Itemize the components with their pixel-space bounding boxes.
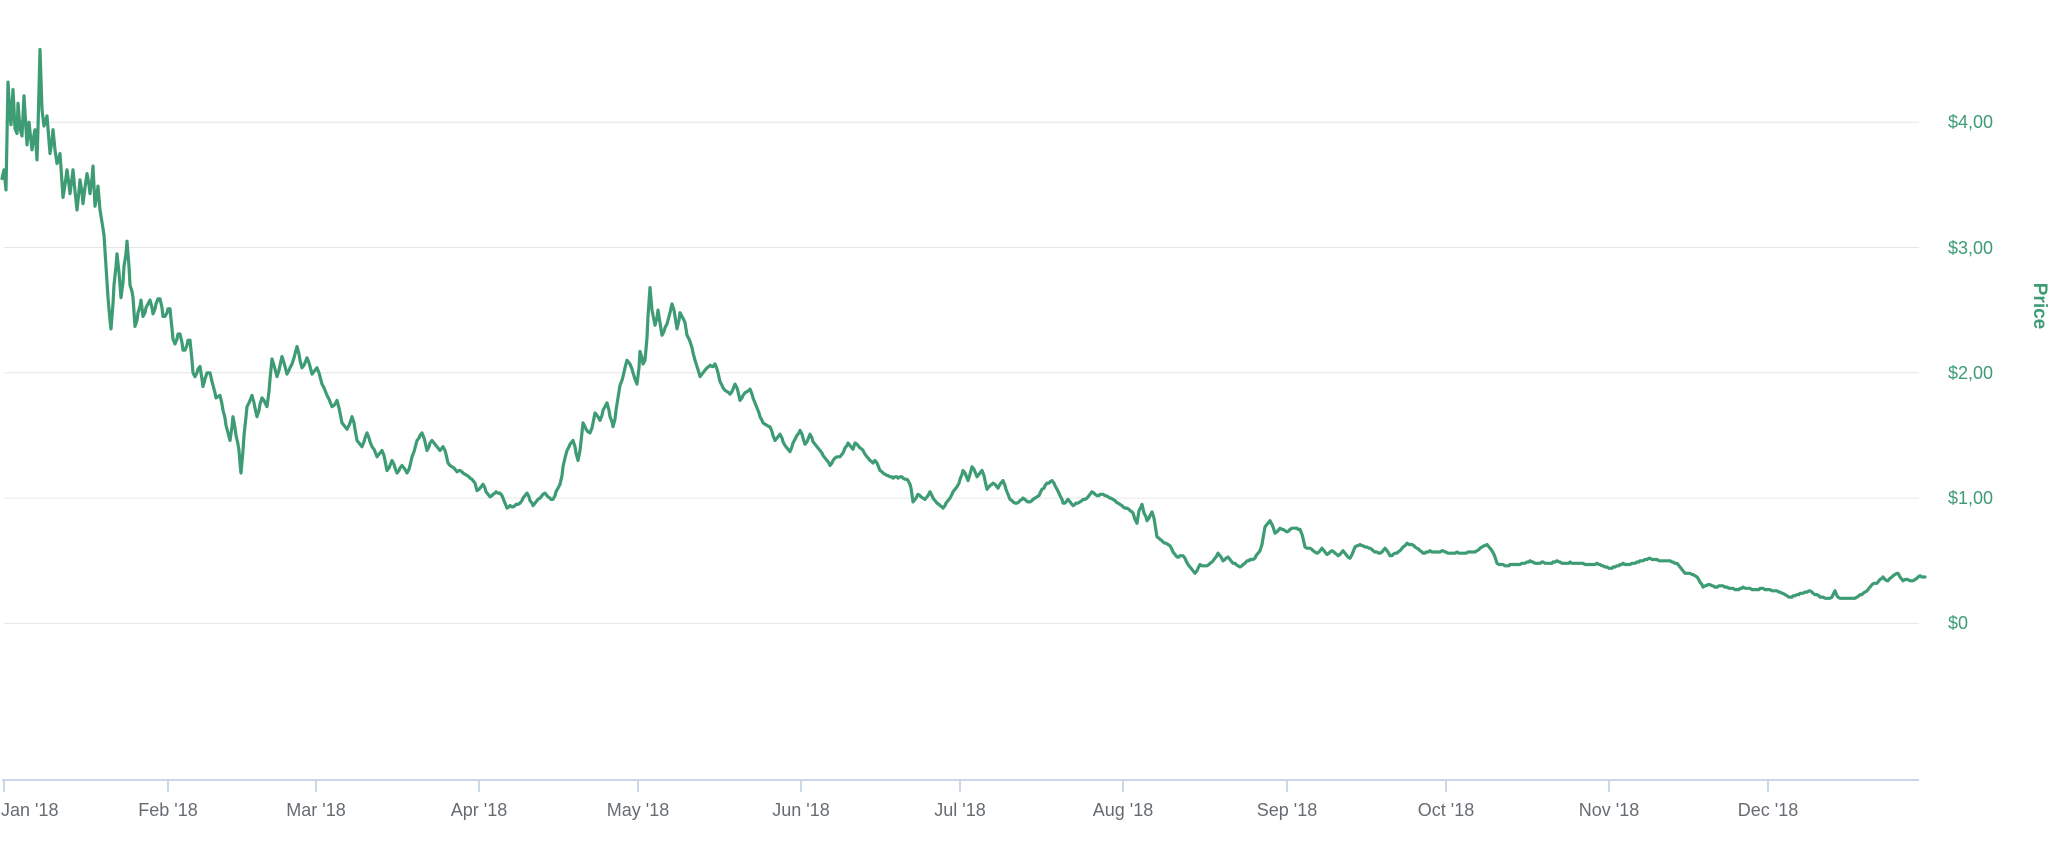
x-axis-label: Jun '18 [772, 800, 830, 820]
x-axis-label: Jul '18 [934, 800, 986, 820]
x-axis-label: Apr '18 [450, 800, 508, 820]
x-axis-label: Sep '18 [1256, 800, 1318, 820]
x-axis-label: Aug '18 [1092, 800, 1154, 820]
x-axis-label: Mar '18 [286, 800, 346, 820]
price-series-line[interactable] [0, 47, 1927, 600]
x-axis-label: Nov '18 [1578, 800, 1640, 820]
x-axis-label: Oct '18 [1417, 800, 1475, 820]
y-axis-label: $3,00 [1948, 237, 1994, 258]
x-axis-label: Jan '18 [1, 800, 59, 820]
y-axis-label: $0 [1948, 613, 1969, 634]
y-axis-title: Price [2029, 282, 2050, 330]
y-axis-label: $1,00 [1948, 488, 1994, 509]
x-axis-label: May '18 [606, 800, 670, 820]
x-axis-label: Dec '18 [1737, 800, 1799, 820]
y-axis-label: $2,00 [1948, 362, 1994, 383]
x-axis-label: Feb '18 [138, 800, 198, 820]
y-axis-label: $4,00 [1948, 112, 1994, 133]
